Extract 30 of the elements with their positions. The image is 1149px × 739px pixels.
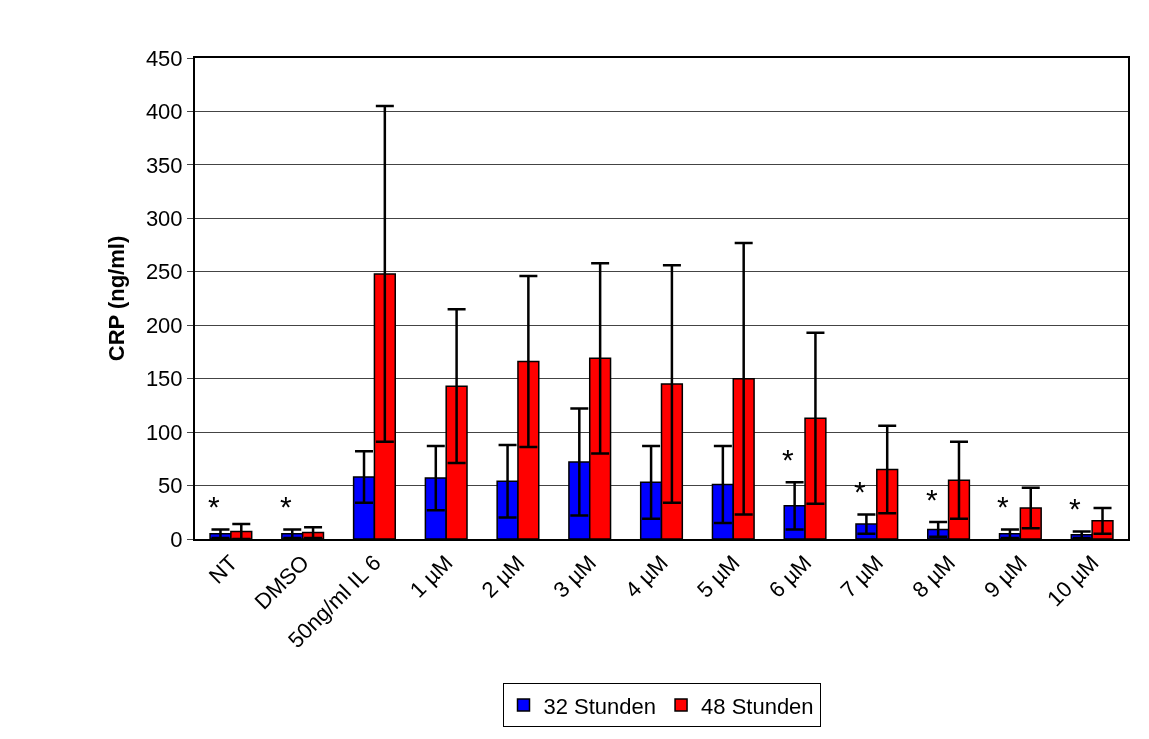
annotation: * bbox=[782, 443, 794, 476]
y-tick-label: 250 bbox=[145, 259, 183, 285]
x-tick-label: 1 µM bbox=[404, 550, 458, 603]
legend-label: 48 Stunden bbox=[701, 693, 814, 719]
y-tick-label: 450 bbox=[145, 45, 183, 71]
x-tick-label: 3 µM bbox=[548, 550, 602, 603]
x-tick-label: 5 µM bbox=[692, 550, 745, 603]
annotation: * bbox=[208, 490, 220, 523]
y-tick-label: 50 bbox=[158, 473, 183, 499]
annotation: * bbox=[1069, 492, 1081, 525]
y-tick-label: 100 bbox=[145, 419, 183, 445]
y-tick-label: 350 bbox=[145, 152, 183, 178]
x-tick-label: 10 µM bbox=[1042, 550, 1104, 612]
y-tick-label: 200 bbox=[145, 312, 183, 338]
x-tick-label: NT bbox=[203, 550, 243, 589]
x-tick-label: 9 µM bbox=[979, 550, 1032, 603]
y-axis-title: CRP (ng/ml) bbox=[104, 235, 130, 362]
x-tick-label: 7 µM bbox=[835, 550, 889, 603]
y-tick-label: 300 bbox=[145, 206, 183, 232]
legend-label: 32 Stunden bbox=[543, 693, 657, 719]
y-tick-label: 0 bbox=[170, 526, 183, 552]
x-tick-label: 8 µM bbox=[907, 550, 960, 603]
y-tick-label: 150 bbox=[145, 366, 183, 392]
y-tick-label: 400 bbox=[145, 99, 183, 125]
x-tick-label: 6 µM bbox=[763, 550, 817, 603]
annotation: * bbox=[280, 490, 292, 523]
x-tick-label: 4 µM bbox=[620, 550, 673, 603]
annotation: * bbox=[997, 490, 1009, 523]
annotation: * bbox=[926, 483, 938, 516]
x-tick-label: 2 µM bbox=[476, 550, 530, 603]
